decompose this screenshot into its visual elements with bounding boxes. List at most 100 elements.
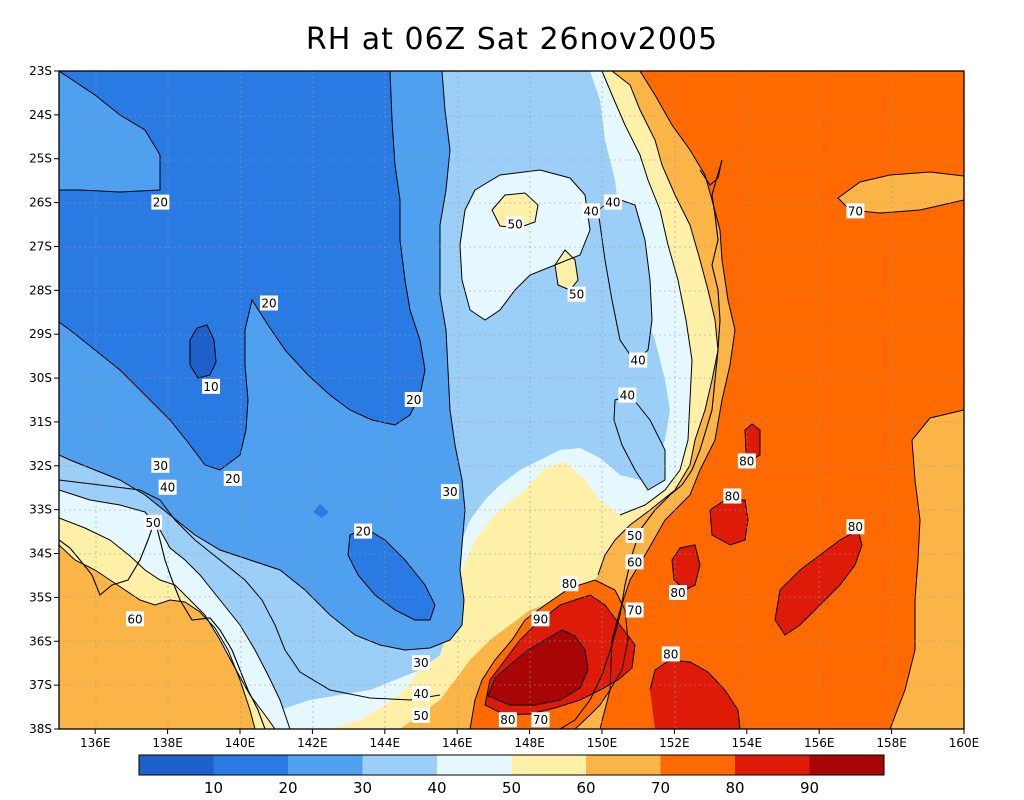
lon-tick-label: 156E bbox=[804, 736, 835, 750]
contour-label-text: 30 bbox=[442, 485, 457, 499]
contour-label-text: 50 bbox=[627, 529, 642, 543]
contour-line bbox=[671, 544, 701, 591]
colorbar-swatch bbox=[437, 755, 512, 775]
lat-tick-label: 36S bbox=[29, 634, 52, 648]
contour-label-box bbox=[582, 203, 601, 219]
contour-label: 80 bbox=[498, 712, 517, 728]
contour-label-box bbox=[126, 611, 145, 627]
contour-label-box bbox=[158, 479, 177, 495]
lat-tick-label: 33S bbox=[29, 503, 52, 517]
colorbar-border bbox=[138, 754, 885, 776]
rh-band-60-sw bbox=[59, 518, 275, 729]
colorbar-label: 40 bbox=[427, 779, 446, 797]
contour-label-text: 80 bbox=[670, 586, 685, 600]
contour-label-text: 80 bbox=[848, 520, 863, 534]
contour-label-text: 10 bbox=[203, 380, 218, 394]
lat-tick-label: 25S bbox=[29, 152, 52, 166]
contour-label: 50 bbox=[567, 286, 586, 302]
contour-label-box bbox=[618, 387, 637, 403]
rh-band-20-dot bbox=[313, 504, 329, 518]
contour-label-text: 50 bbox=[413, 709, 428, 723]
contour-label: 70 bbox=[846, 203, 865, 219]
contour-label-text: 40 bbox=[160, 481, 175, 495]
colorbar-swatch bbox=[139, 755, 214, 775]
contour-label-text: 20 bbox=[153, 196, 168, 210]
lat-tick-label: 23S bbox=[29, 64, 52, 78]
contour-label: 50 bbox=[412, 707, 430, 723]
contour-line bbox=[491, 192, 539, 229]
contour-label: 40 bbox=[629, 352, 648, 368]
contour-label-box bbox=[259, 295, 278, 311]
lat-tick-label: 29S bbox=[29, 327, 52, 341]
rh-band-90-patch bbox=[745, 424, 760, 460]
contour-label-text: 80 bbox=[739, 454, 754, 468]
contour-label: 30 bbox=[151, 457, 170, 473]
contour-line bbox=[889, 409, 964, 729]
contour-line bbox=[649, 659, 741, 729]
lon-tick-label: 142E bbox=[297, 736, 328, 750]
colorbar-swatch bbox=[288, 755, 363, 775]
contour-label-box bbox=[404, 392, 423, 407]
contour-label-text: 80 bbox=[663, 647, 678, 661]
contour-label: 20 bbox=[151, 194, 170, 210]
contour-label-box bbox=[531, 611, 550, 627]
lon-tick-label: 158E bbox=[876, 736, 907, 750]
contour-label-box bbox=[440, 484, 459, 500]
contour-label-box bbox=[560, 576, 579, 592]
contour-label-box bbox=[412, 655, 430, 671]
contour-label-box bbox=[661, 646, 680, 662]
contour-label: 20 bbox=[259, 295, 278, 311]
colorbar-label: 20 bbox=[278, 779, 297, 797]
map-title: RH at 06Z Sat 26nov2005 bbox=[305, 22, 719, 57]
lon-tick-label: 160E bbox=[949, 736, 980, 750]
contour-label-box bbox=[625, 527, 644, 543]
contour-label: 80 bbox=[737, 453, 756, 469]
lat-tick-label: 34S bbox=[29, 547, 52, 561]
contour-label: 70 bbox=[531, 712, 550, 728]
contour-label-text: 90 bbox=[533, 612, 548, 626]
lon-tick-label: 152E bbox=[659, 736, 690, 750]
contour-label-text: 80 bbox=[725, 490, 740, 504]
lat-tick-label: 38S bbox=[29, 722, 52, 736]
contour-line bbox=[347, 527, 436, 621]
contour-label: 20 bbox=[354, 523, 373, 539]
contour-line bbox=[774, 529, 863, 636]
lon-tick-label: 150E bbox=[587, 736, 618, 750]
contour-label-text: 20 bbox=[406, 393, 421, 407]
coastline bbox=[59, 159, 723, 729]
contour-label: 30 bbox=[412, 655, 430, 671]
lat-tick-label: 31S bbox=[29, 415, 52, 429]
contour-label-text: 80 bbox=[500, 713, 515, 727]
contour-label-text: 40 bbox=[583, 204, 598, 218]
lat-tick-label: 27S bbox=[29, 239, 52, 253]
contour-label: 40 bbox=[603, 194, 622, 210]
rh-band-60-island bbox=[555, 250, 578, 290]
contour-label-box bbox=[412, 685, 430, 701]
contour-label: 50 bbox=[506, 216, 525, 232]
contour-label-box bbox=[144, 514, 163, 530]
contour-label-box bbox=[223, 470, 242, 486]
contour-label-box bbox=[629, 352, 648, 368]
contour-label-text: 50 bbox=[569, 288, 584, 302]
contour-label-box bbox=[846, 203, 865, 219]
contour-label: 50 bbox=[625, 527, 644, 543]
lon-tick-label: 146E bbox=[442, 736, 473, 750]
lon-tick-label: 148E bbox=[514, 736, 545, 750]
contour-label: 40 bbox=[582, 203, 601, 219]
contour-label-text: 20 bbox=[225, 472, 240, 486]
rh-band-30-nw bbox=[59, 71, 160, 192]
colorbar-swatch bbox=[213, 755, 289, 775]
contour-line bbox=[599, 71, 736, 729]
contour-line bbox=[59, 517, 276, 729]
contour-line bbox=[837, 171, 964, 214]
contour-label-box bbox=[737, 453, 756, 469]
colorbar-swatch bbox=[511, 755, 587, 775]
contour-label-box bbox=[506, 216, 525, 232]
colorbar-swatch bbox=[660, 755, 736, 775]
rh-band-90-ne bbox=[775, 530, 862, 635]
coastline-sa bbox=[59, 518, 266, 729]
contour-label-text: 70 bbox=[533, 713, 548, 727]
contour-label: 70 bbox=[625, 602, 644, 618]
contour-label: 20 bbox=[404, 392, 423, 407]
contour-label-box bbox=[202, 378, 221, 394]
